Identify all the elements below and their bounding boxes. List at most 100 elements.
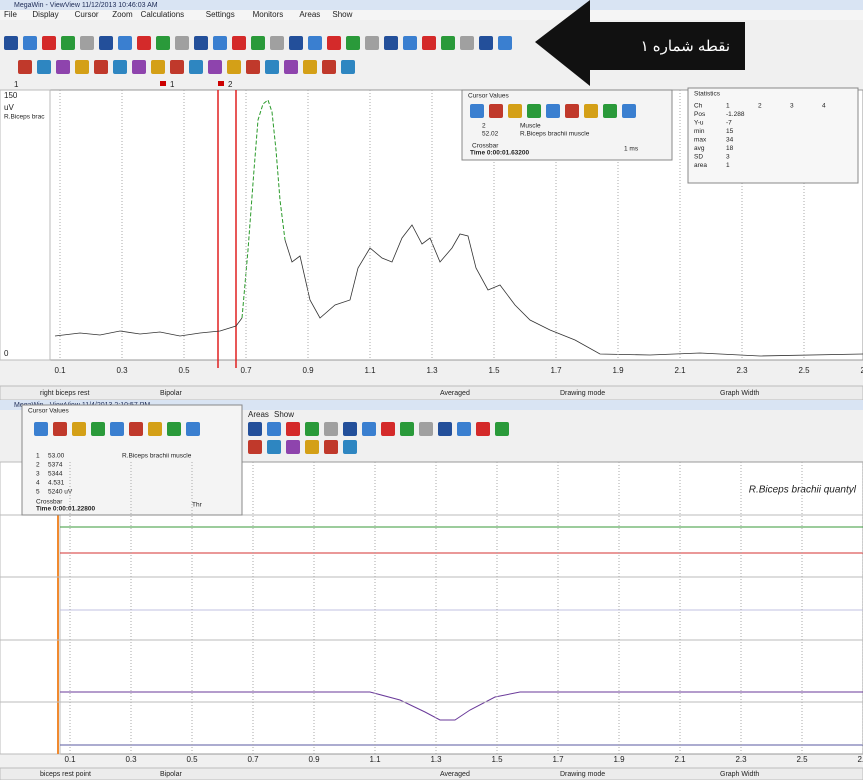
toolbar-icon[interactable] (42, 36, 56, 50)
toolbar-icon[interactable] (113, 60, 127, 74)
toolbar-icon[interactable] (156, 36, 170, 50)
toolbar-icon[interactable] (305, 422, 319, 436)
toolbar-icon[interactable] (267, 422, 281, 436)
toolbar-icon[interactable] (603, 104, 617, 118)
menu-item: Settings (206, 10, 235, 19)
toolbar-icon[interactable] (403, 36, 417, 50)
toolbar-icon[interactable] (18, 60, 32, 74)
toolbar-icon[interactable] (584, 104, 598, 118)
toolbar-icon[interactable] (327, 36, 341, 50)
stat-cell: 3 (790, 103, 794, 110)
toolbar-icon[interactable] (175, 36, 189, 50)
toolbar-icon[interactable] (118, 36, 132, 50)
toolbar-icon[interactable] (265, 60, 279, 74)
toolbar-icon[interactable] (322, 60, 336, 74)
toolbar-icon[interactable] (4, 36, 18, 50)
toolbar-icon[interactable] (341, 60, 355, 74)
toolbar-icon[interactable] (565, 104, 579, 118)
marker-flag[interactable] (218, 81, 224, 86)
cursor-cell: 1 (36, 453, 40, 460)
toolbar-icon[interactable] (110, 422, 124, 436)
toolbar-icon[interactable] (346, 36, 360, 50)
toolbar-icon[interactable] (80, 36, 94, 50)
toolbar-icon[interactable] (365, 36, 379, 50)
toolbar-icon[interactable] (438, 422, 452, 436)
toolbar-icon[interactable] (305, 440, 319, 454)
toolbar-icon[interactable] (422, 36, 436, 50)
toolbar-icon[interactable] (384, 36, 398, 50)
menu-item: Display (32, 10, 58, 19)
toolbar-icon[interactable] (61, 36, 75, 50)
toolbar-icon[interactable] (167, 422, 181, 436)
toolbar-icon[interactable] (324, 422, 338, 436)
cursor-cell: 5 (36, 489, 40, 496)
stat-cell: min (694, 128, 705, 135)
toolbar-icon[interactable] (189, 60, 203, 74)
toolbar-icon[interactable] (381, 422, 395, 436)
toolbar-icon[interactable] (53, 422, 67, 436)
marker-label: 1 (170, 80, 175, 89)
toolbar-icon[interactable] (34, 422, 48, 436)
toolbar-icon[interactable] (213, 36, 227, 50)
toolbar-icon[interactable] (289, 36, 303, 50)
toolbar-icon[interactable] (324, 440, 338, 454)
toolbar-icon[interactable] (508, 104, 522, 118)
toolbar-icon[interactable] (132, 60, 146, 74)
toolbar-icon[interactable] (270, 36, 284, 50)
toolbar-icon[interactable] (343, 440, 357, 454)
toolbar-icon[interactable] (227, 60, 241, 74)
toolbar-icon[interactable] (489, 104, 503, 118)
toolbar-icon[interactable] (23, 36, 37, 50)
toolbar-icon[interactable] (194, 36, 208, 50)
toolbar-icon[interactable] (37, 60, 51, 74)
toolbar-icon[interactable] (170, 60, 184, 74)
toolbar-icon[interactable] (208, 60, 222, 74)
toolbar-icon[interactable] (460, 36, 474, 50)
toolbar-icon[interactable] (622, 104, 636, 118)
toolbar-icon[interactable] (308, 36, 322, 50)
toolbar-icon[interactable] (94, 60, 108, 74)
toolbar-icon[interactable] (470, 104, 484, 118)
toolbar-icon[interactable] (75, 60, 89, 74)
toolbar-icon[interactable] (479, 36, 493, 50)
toolbar-icon[interactable] (151, 60, 165, 74)
toolbar-icon[interactable] (186, 422, 200, 436)
toolbar-icon[interactable] (232, 36, 246, 50)
x-label: 1.5 (488, 366, 500, 375)
toolbar-icon[interactable] (137, 36, 151, 50)
cursor-cell: Muscle (520, 123, 541, 130)
toolbar-icon[interactable] (527, 104, 541, 118)
stat-cell: SD (694, 154, 703, 161)
menu-item: Zoom (112, 10, 133, 19)
toolbar-icon[interactable] (286, 440, 300, 454)
toolbar-icon[interactable] (303, 60, 317, 74)
toolbar-icon[interactable] (246, 60, 260, 74)
callout-text: نقطه شماره ۱ (641, 38, 730, 55)
toolbar-icon[interactable] (476, 422, 490, 436)
marker-flag[interactable] (160, 81, 166, 86)
toolbar-icon[interactable] (251, 36, 265, 50)
toolbar-icon[interactable] (419, 422, 433, 436)
toolbar-icon[interactable] (91, 422, 105, 436)
toolbar-icon[interactable] (284, 60, 298, 74)
toolbar-icon[interactable] (148, 422, 162, 436)
toolbar-icon[interactable] (248, 440, 262, 454)
toolbar-icon[interactable] (248, 422, 262, 436)
toolbar-icon[interactable] (286, 422, 300, 436)
toolbar-icon[interactable] (56, 60, 70, 74)
x-label: 1.1 (369, 755, 381, 764)
toolbar-icon[interactable] (129, 422, 143, 436)
toolbar-icon[interactable] (400, 422, 414, 436)
cursor-cell: R.Biceps brachii muscle (122, 453, 192, 460)
toolbar-icon[interactable] (546, 104, 560, 118)
toolbar-icon[interactable] (498, 36, 512, 50)
toolbar-icon[interactable] (72, 422, 86, 436)
toolbar-icon[interactable] (267, 440, 281, 454)
toolbar-icon[interactable] (457, 422, 471, 436)
toolbar-icon[interactable] (441, 36, 455, 50)
toolbar-icon[interactable] (362, 422, 376, 436)
toolbar-icon[interactable] (99, 36, 113, 50)
toolbar-icon[interactable] (495, 422, 509, 436)
toolbar-icon[interactable] (343, 422, 357, 436)
menu-item: Areas (248, 410, 269, 419)
